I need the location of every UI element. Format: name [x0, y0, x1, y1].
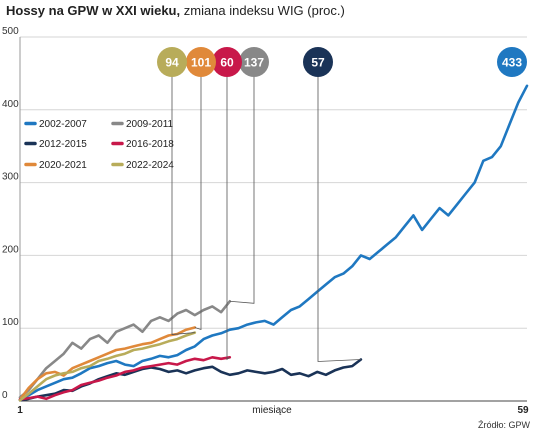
y-tick-label-100: 100 [2, 317, 19, 328]
end-value-label-2016-2018: 60 [220, 56, 234, 70]
series-line-2012-2015 [18, 358, 363, 402]
end-value-label-2012-2015: 57 [311, 56, 325, 70]
y-tick-label-500: 500 [2, 26, 19, 37]
legend-label-2022-2024: 2022-2024 [126, 160, 174, 171]
legend-label-2020-2021: 2020-2021 [39, 160, 87, 171]
chart-title: Hossy na GPW w XXI wieku, zmiana indeksu… [6, 3, 345, 18]
source-note: Źródło: GPW [477, 420, 530, 430]
leader-line-2009-2011 [229, 77, 255, 304]
legend-label-2002-2007: 2002-2007 [39, 119, 87, 130]
end-value-bubble-2012-2015 [303, 47, 333, 77]
legend-label-2012-2015: 2012-2015 [39, 139, 87, 150]
y-tick-label-0: 0 [2, 390, 8, 401]
series-line-2016-2018 [18, 355, 232, 401]
leader-line-2020-2021 [194, 77, 202, 331]
end-value-label-2022-2024: 94 [165, 56, 179, 70]
y-tick-label-400: 400 [2, 99, 19, 110]
end-value-bubble-2009-2011 [239, 47, 269, 77]
y-tick-label-200: 200 [2, 244, 19, 255]
end-value-bubble-2020-2021 [186, 47, 216, 77]
leader-line-2012-2015 [317, 77, 361, 362]
series-line-2022-2024 [18, 331, 197, 402]
legend-label-2009-2011: 2009-2011 [126, 119, 174, 130]
x-tick-label-last: 59 [517, 405, 529, 416]
legend-label-2016-2018: 2016-2018 [126, 139, 174, 150]
x-tick-label-first: 1 [17, 405, 23, 416]
chart-subtitle: zmiana indeksu WIG (proc.) [183, 3, 345, 18]
leader-line-2022-2024 [171, 77, 195, 336]
chart-title-main: Hossy na GPW w XXI wieku, [6, 3, 181, 18]
series-line-2002-2007 [18, 84, 529, 401]
end-value-label-2020-2021: 101 [191, 56, 211, 70]
y-tick-label-300: 300 [2, 172, 19, 183]
end-value-bubble-2022-2024 [157, 47, 187, 77]
end-value-bubble-2016-2018 [212, 47, 242, 77]
x-axis-label: miesiące [252, 405, 292, 416]
series-line-2020-2021 [18, 326, 197, 401]
leader-line-2016-2018 [226, 77, 231, 361]
end-value-label-2002-2007: 433 [502, 56, 522, 70]
end-value-bubble-2002-2007 [497, 47, 527, 77]
end-value-label-2009-2011: 137 [244, 56, 264, 70]
series-line-2009-2011 [18, 299, 232, 399]
